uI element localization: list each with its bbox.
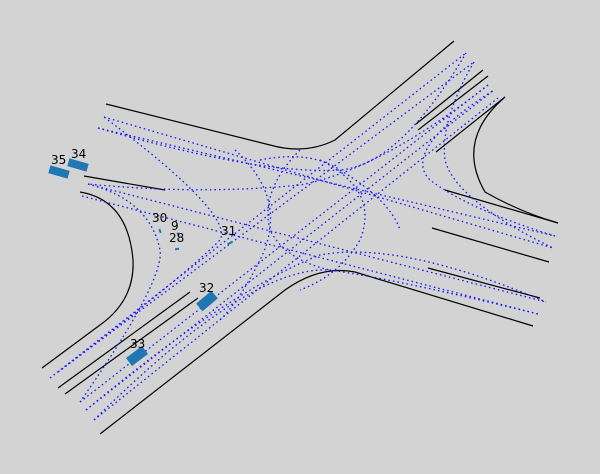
vehicle-label-33: 33 xyxy=(130,337,145,351)
road-edge-south-median-b xyxy=(64,297,199,395)
vehicle-32 xyxy=(196,290,218,312)
vehicle-label-31: 31 xyxy=(221,224,236,238)
road-edge-north-east xyxy=(435,96,559,224)
vehicle-30 xyxy=(158,228,162,234)
lane-turn-east-north xyxy=(422,89,556,237)
vehicle-label-34: 34 xyxy=(71,147,86,161)
road-edge-north-median-a xyxy=(415,69,484,125)
lane-west-east-4 xyxy=(81,195,539,315)
lane-west-east-3 xyxy=(87,183,547,303)
road-edge-east-median xyxy=(444,189,559,224)
vehicle-label-32: 32 xyxy=(199,281,214,295)
lane-loop-center-2 xyxy=(299,159,366,291)
lane-turn-east-south xyxy=(93,269,539,421)
vehicle-label-28: 28 xyxy=(169,231,184,245)
road-edge-west-corner xyxy=(41,191,134,369)
vehicle-label-30: 30 xyxy=(152,211,167,225)
vehicle-28 xyxy=(174,247,180,251)
road-edge-east-lower-b xyxy=(427,267,541,299)
vehicle-34 xyxy=(67,158,89,172)
road-edge-north-median-b xyxy=(417,75,489,131)
vehicle-label-35: 35 xyxy=(51,153,66,167)
lane-south-north-1 xyxy=(49,52,467,379)
vehicle-9 xyxy=(176,232,180,236)
lane-centerlines xyxy=(49,52,556,421)
vehicle-33 xyxy=(126,345,148,367)
lane-south-north-3 xyxy=(79,84,489,403)
road-boundaries xyxy=(41,40,559,435)
road-edge-west-upper xyxy=(83,175,166,191)
lane-turn-north-east xyxy=(443,61,554,249)
lane-turn-south-east xyxy=(85,251,547,411)
road-edge-south-median-a xyxy=(57,291,191,389)
vehicle-31 xyxy=(226,240,234,246)
lane-turn-south-west xyxy=(57,116,223,373)
vehicle-label-9: 9 xyxy=(171,219,179,233)
lane-west-east-1 xyxy=(97,127,556,237)
lane-turn-north-west xyxy=(87,84,489,191)
lane-south-north-4 xyxy=(85,89,495,411)
vehicle-35 xyxy=(48,165,70,179)
road-edge-north-west xyxy=(105,40,455,150)
road-edge-south-east xyxy=(99,269,534,435)
lane-south-north-5 xyxy=(93,97,499,421)
lane-turn-west-north xyxy=(97,52,467,172)
lane-loop-center-3 xyxy=(259,156,401,231)
road-edge-east-lower-a xyxy=(431,227,550,263)
lane-turn-west-south xyxy=(79,183,161,403)
vehicles: 35 34 30 9 28 31 32 33 xyxy=(48,147,236,367)
